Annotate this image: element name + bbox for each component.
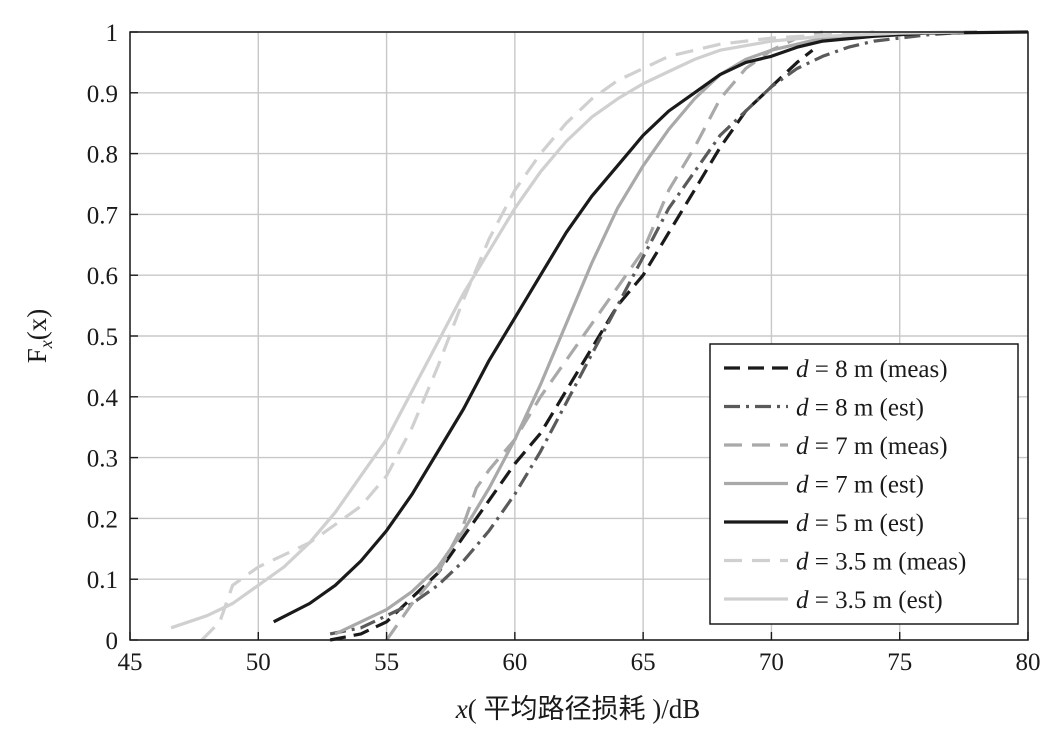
legend-label: = 5 m (est) [809,510,924,537]
y-tick-label: 0.2 [87,506,118,533]
legend-var: d [796,356,809,383]
y-tick-label: 0.5 [87,324,118,351]
legend-var: d [796,587,809,614]
legend-var: d [796,549,809,576]
y-tick-label: 0.4 [87,385,119,412]
series-line [385,30,824,641]
legend-entry: d = 5 m (est) [796,510,924,537]
series-line [170,30,964,630]
y-tick-label: 0 [106,628,119,655]
axis-ticks: 45 50 55 60 65 70 75 80 0 0.1 0.2 0.3 0.4 0.5 0.6 0.7 0.… [87,20,1041,676]
x-tick-label: 55 [374,649,399,676]
series-line [329,48,814,642]
legend-label: = 8 m (est) [809,395,924,422]
legend-entry: d = 7 m (meas) [796,433,948,460]
legend-var: d [796,433,809,460]
legend-label: = 7 m (est) [809,472,924,499]
series-line [334,30,977,636]
legend: d = 8 m (meas)d = 8 m (est)d = 7 m (meas… [709,343,1019,625]
legend-label: = 7 m (meas) [809,433,948,460]
x-tick-label: 50 [246,649,271,676]
y-tick-label: 0.3 [87,446,118,473]
legend-var: d [796,472,809,499]
x-tick-label: 45 [118,649,143,676]
legend-label: = 3.5 m (est) [809,587,943,614]
x-tick-label: 60 [502,649,527,676]
x-tick-label: 65 [631,649,656,676]
x-axis-variable: x [455,694,468,724]
legend-entry: d = 3.5 m (est) [796,587,943,614]
y-tick-label: 0.7 [87,202,118,229]
x-tick-label: 80 [1016,649,1041,676]
legend-label: = 8 m (meas) [809,356,948,383]
series-line [200,30,875,642]
y-tick-label: 1 [106,20,119,47]
legend-entry: d = 8 m (meas) [796,356,948,383]
legend-var: d [796,510,809,537]
legend-label: = 3.5 m (meas) [809,549,967,576]
x-tick-label: 70 [759,649,784,676]
y-tick-label: 0.1 [87,567,118,594]
x-tick-label: 75 [887,649,912,676]
y-axis-label: Fx(x) [22,309,56,364]
series-line [272,30,1029,624]
x-axis-description: ( 平均路径损耗 )/dB [468,694,701,724]
series-lines [170,30,1029,642]
legend-entry: d = 3.5 m (meas) [796,549,966,576]
legend-entry: d = 8 m (est) [796,395,924,422]
legend-entry: d = 7 m (est) [796,472,924,499]
y-axis-argument: (x) [22,309,52,340]
y-axis-subscript: x [36,340,56,349]
y-tick-label: 0.8 [87,142,118,169]
series-line [329,30,977,636]
legend-var: d [796,395,809,422]
y-tick-label: 0.6 [87,263,118,290]
x-axis-label: x( 平均路径损耗 )/dB [455,694,700,724]
y-tick-label: 0.9 [87,81,118,108]
y-axis-function: F [22,348,52,363]
